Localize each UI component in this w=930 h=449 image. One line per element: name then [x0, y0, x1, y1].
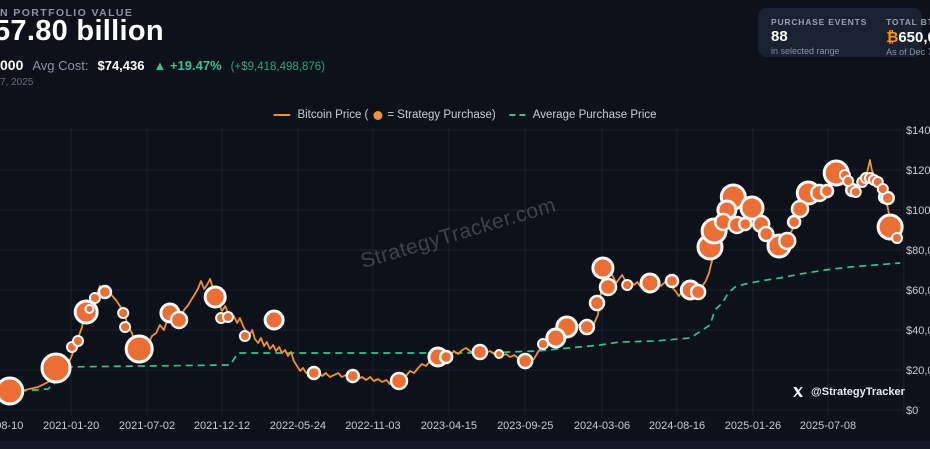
btc-amount-partial: 000: [0, 57, 24, 73]
average-price-legend-label[interactable]: Average Purchase Price: [532, 109, 657, 121]
chart-legend: Bitcoin Price ( = Strategy Purchase) Ave…: [273, 109, 657, 121]
strategy-purchase-marker[interactable]: [639, 272, 661, 294]
strategy-purchase-marker[interactable]: [263, 309, 285, 331]
x-tick-label: 2025-01-26: [725, 420, 781, 432]
strategy-purchase-marker[interactable]: [819, 183, 835, 199]
change-absolute: (+$9,418,498,876): [230, 61, 325, 73]
total-btc-sub: As of Dec 7, 2025: [886, 47, 930, 57]
bitcoin-price-legend-label[interactable]: Bitcoin Price (: [297, 109, 369, 121]
strategy-purchase-marker[interactable]: [516, 352, 534, 370]
average-purchase-price-line: [19, 262, 901, 392]
strategy-purchase-marker[interactable]: [345, 368, 361, 384]
change-percent: ▲ +19.47%: [153, 58, 222, 73]
x-tick-label: 2024-03-06: [574, 420, 630, 432]
average-price-line-swatch[interactable]: [509, 114, 526, 116]
strategy-purchase-marker[interactable]: [438, 349, 454, 365]
strategy-purchase-marker[interactable]: [786, 214, 802, 230]
total-btc-value: ₿650,000: [886, 28, 930, 46]
strategy-purchase-marker[interactable]: [222, 311, 234, 323]
portfolio-value-label: N PORTFOLIO VALUE: [0, 7, 134, 19]
total-btc-stat: TOTAL BTC ₿650,000 As of Dec 7, 2025: [886, 17, 930, 57]
strategy-purchase-marker[interactable]: [494, 349, 505, 359]
strategy-purchase-marker[interactable]: [737, 216, 753, 232]
portfolio-stats-row: 000 Avg Cost: $74,436 ▲ +19.47% (+$9,418…: [0, 57, 325, 73]
purchase-events-sub: in selected range: [771, 46, 840, 56]
strategy-purchase-marker[interactable]: [306, 365, 322, 381]
strategy-purchase-marker[interactable]: [591, 256, 615, 280]
strategy-purchase-marker[interactable]: [588, 294, 606, 312]
y-tick-label: $80,000: [906, 245, 930, 257]
x-tick-label: 2024-08-16: [649, 420, 705, 432]
strategy-purchase-marker[interactable]: [739, 195, 765, 221]
x-tick-label: 2021-01-20: [43, 420, 99, 432]
strategy-purchase-legend-label[interactable]: = Strategy Purchase): [387, 109, 496, 121]
strategy-purchase-marker[interactable]: [664, 273, 680, 289]
y-tick-label: $40,000: [906, 325, 930, 337]
strategy-purchase-marker[interactable]: [876, 183, 889, 195]
y-tick-label: $120,000: [906, 165, 930, 177]
strategy-purchase-marker[interactable]: [777, 231, 797, 251]
avg-cost-label: Avg Cost:: [32, 58, 89, 73]
strategy-purchase-marker[interactable]: [621, 279, 634, 291]
y-tick-label: $60,000: [906, 285, 930, 297]
stats-card: PURCHASE EVENTS 88 in selected range TOT…: [758, 8, 930, 57]
y-tick-label: $20,000: [906, 365, 930, 377]
y-tick-label: $140,000: [906, 125, 930, 137]
social-footer[interactable]: @StrategyTracker: [792, 386, 905, 398]
purchase-events-value: 88: [771, 28, 788, 45]
strategy-purchase-marker[interactable]: [84, 304, 95, 314]
strategy-purchase-marker[interactable]: [537, 338, 549, 350]
x-logo-icon: [793, 387, 803, 397]
strategy-purchase-marker[interactable]: [203, 285, 227, 309]
strategy-purchase-marker[interactable]: [72, 335, 84, 347]
strategy-purchase-marker[interactable]: [757, 225, 775, 243]
portfolio-value: 57.80 billion: [0, 15, 164, 47]
strategy-purchase-marker[interactable]: [117, 307, 130, 319]
x-tick-label: 2022-05-24: [270, 420, 326, 432]
x-tick-label: 2022-11-03: [345, 420, 400, 432]
bitcoin-symbol-icon: ₿: [886, 28, 899, 46]
strategy-purchase-marker[interactable]: [389, 371, 409, 391]
x-tick-label: 2021-07-02: [119, 420, 175, 432]
strategy-purchase-marker[interactable]: [578, 318, 596, 336]
x-tick-label: 2021-12-12: [194, 420, 250, 432]
bottom-band: [0, 441, 930, 449]
x-tick-label: 2025-07-08: [800, 420, 856, 432]
strategy-purchase-marker[interactable]: [790, 199, 810, 219]
strategy-purchase-marker[interactable]: [97, 284, 113, 300]
strategy-purchase-marker[interactable]: [169, 310, 189, 330]
strategy-purchase-marker[interactable]: [119, 321, 132, 333]
as-of-date: 7, 2025: [0, 77, 34, 88]
x-tick-label: 2023-09-25: [497, 420, 553, 432]
strategy-purchase-marker[interactable]: [88, 292, 101, 304]
strategy-purchase-dot-icon: [373, 110, 383, 120]
social-handle[interactable]: @StrategyTracker: [811, 386, 905, 398]
strategy-purchase-marker[interactable]: [0, 376, 25, 406]
strategy-purchase-marker[interactable]: [598, 277, 618, 297]
strategy-purchase-marker[interactable]: [689, 283, 707, 301]
y-tick-label: $100,000: [906, 205, 930, 217]
x-tick-label: 2023-04-15: [421, 420, 477, 432]
bitcoin-price-line-swatch[interactable]: [273, 114, 291, 116]
strategy-purchase-marker[interactable]: [238, 330, 251, 342]
strategy-purchase-marker[interactable]: [849, 186, 862, 198]
y-tick-label: $0: [906, 405, 918, 417]
strategy-purchase-marker[interactable]: [842, 175, 855, 187]
strategy-purchase-marker[interactable]: [891, 232, 903, 244]
strategy-purchase-marker[interactable]: [124, 334, 154, 364]
strategy-purchase-marker[interactable]: [471, 343, 489, 361]
total-btc-label: TOTAL BTC: [886, 17, 930, 27]
strategy-purchase-marker[interactable]: [40, 352, 72, 384]
purchase-events-stat: PURCHASE EVENTS 88 in selected range: [771, 17, 867, 57]
purchase-events-label: PURCHASE EVENTS: [771, 17, 868, 27]
strategy-purchase-marker[interactable]: [545, 327, 567, 349]
avg-cost-value: $74,436: [97, 58, 145, 73]
